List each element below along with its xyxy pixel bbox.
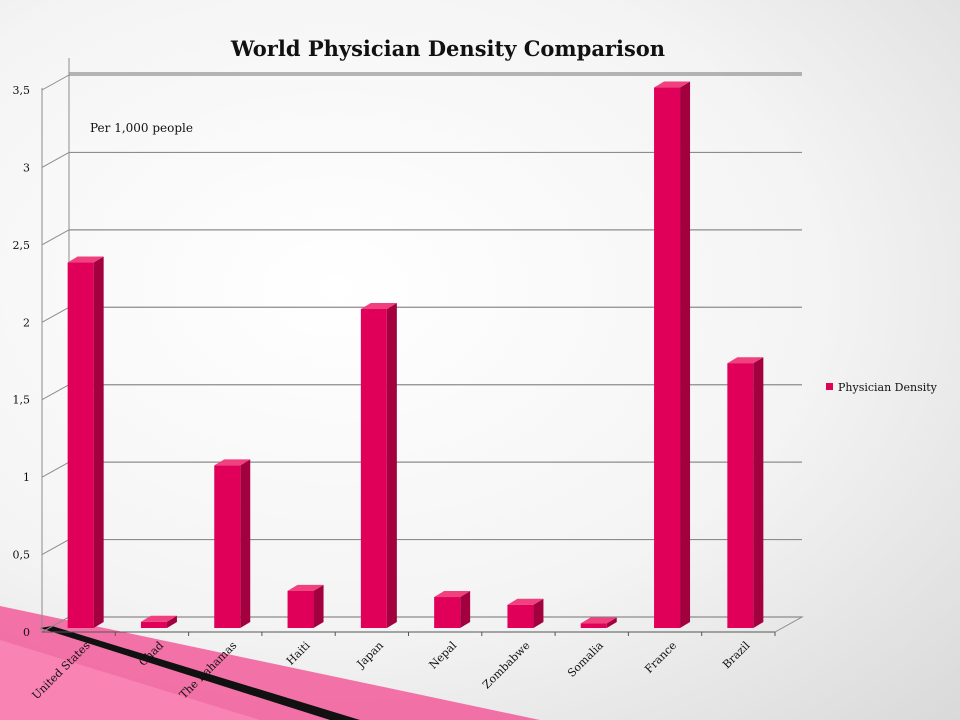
bar-front bbox=[287, 590, 314, 628]
legend-label: Physician Density bbox=[838, 381, 938, 394]
bar-front bbox=[434, 597, 461, 628]
x-tick-label: Somalia bbox=[565, 639, 606, 680]
x-tick-label: Japan bbox=[354, 639, 386, 671]
y-tick-label: 2,5 bbox=[13, 239, 31, 252]
y-tick-label: 3,5 bbox=[13, 84, 31, 97]
bar-top bbox=[507, 598, 544, 605]
bar-top bbox=[580, 617, 617, 624]
bar-side bbox=[606, 617, 617, 628]
legend-swatch bbox=[826, 383, 833, 390]
bar-front bbox=[727, 363, 754, 628]
bar-side bbox=[533, 598, 544, 628]
y-tick-label: 2 bbox=[23, 316, 30, 329]
y-tick-label: 0 bbox=[23, 626, 30, 639]
bar-side bbox=[386, 302, 397, 628]
bar-front bbox=[580, 623, 607, 628]
x-tick-label: France bbox=[642, 639, 679, 676]
x-tick-label: Nepal bbox=[427, 639, 460, 672]
gridline-diagonal bbox=[41, 229, 70, 246]
bar-top bbox=[727, 357, 764, 364]
bar-side bbox=[240, 459, 251, 628]
bar bbox=[434, 591, 471, 628]
bar-top bbox=[214, 459, 251, 466]
bar-side bbox=[166, 615, 177, 628]
bar-front bbox=[214, 465, 241, 628]
bar bbox=[287, 584, 324, 628]
chart-title: World Physician Density Comparison bbox=[230, 36, 665, 61]
x-tick-label: Zombabwe bbox=[480, 639, 533, 692]
bar-front bbox=[67, 262, 94, 628]
bar-top bbox=[654, 81, 691, 88]
bar-front bbox=[507, 604, 534, 628]
gridline-diagonal bbox=[41, 151, 70, 168]
y-tick-label: 1,5 bbox=[13, 394, 31, 407]
gridline-diagonal bbox=[41, 74, 70, 91]
bar-top bbox=[360, 302, 397, 309]
corner-decoration bbox=[0, 606, 540, 720]
bar-top bbox=[287, 584, 324, 591]
bar-side bbox=[93, 256, 104, 628]
bar-side bbox=[460, 591, 471, 628]
bar-top bbox=[140, 615, 177, 622]
y-tick-label: 1 bbox=[23, 471, 30, 484]
bar-front bbox=[140, 621, 167, 628]
legend: Physician Density bbox=[826, 381, 938, 394]
bar-side bbox=[313, 584, 324, 628]
bar bbox=[67, 256, 104, 628]
gridline-diagonal bbox=[41, 461, 70, 478]
bar-front bbox=[360, 308, 387, 628]
y-tick-label: 3 bbox=[23, 161, 30, 174]
bar bbox=[507, 598, 544, 628]
gridline-diagonal bbox=[41, 306, 70, 323]
bar-front bbox=[654, 87, 681, 628]
y-tick-label: 0,5 bbox=[13, 549, 31, 562]
bar bbox=[360, 302, 397, 628]
decor-stripe bbox=[0, 640, 260, 720]
bar bbox=[727, 357, 764, 628]
bar bbox=[654, 81, 691, 628]
bar bbox=[140, 615, 177, 628]
y-axis: 0 0,5 1 1,5 2 2,5 3 3,5 bbox=[13, 84, 31, 639]
bar-top bbox=[434, 591, 471, 598]
unit-annotation: Per 1,000 people bbox=[90, 121, 193, 135]
gridline-diagonal bbox=[41, 539, 70, 556]
x-tick-label: Brazil bbox=[720, 639, 753, 672]
bar bbox=[214, 459, 251, 628]
bar-side bbox=[680, 81, 691, 628]
bar-side bbox=[753, 357, 764, 628]
x-tick-label: Haiti bbox=[284, 639, 313, 668]
decor-stripe bbox=[40, 626, 360, 720]
bar bbox=[580, 617, 617, 628]
bar-series bbox=[67, 81, 764, 628]
bar-top bbox=[67, 256, 104, 263]
gridline-diagonal bbox=[41, 384, 70, 401]
